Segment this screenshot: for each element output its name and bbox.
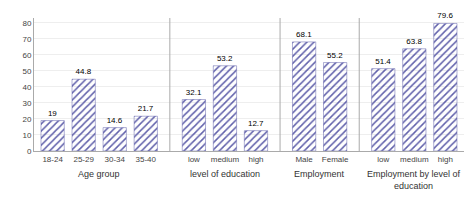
svg-text:40: 40 xyxy=(22,83,31,92)
svg-text:70: 70 xyxy=(22,35,31,44)
svg-text:medium: medium xyxy=(211,155,240,164)
svg-text:32.1: 32.1 xyxy=(186,88,202,97)
svg-text:level of education: level of education xyxy=(190,169,260,179)
svg-text:Male: Male xyxy=(295,155,313,164)
svg-text:12.7: 12.7 xyxy=(248,119,264,128)
svg-text:Employment: Employment xyxy=(294,169,345,179)
svg-text:20: 20 xyxy=(22,115,31,124)
svg-text:25-29: 25-29 xyxy=(73,155,94,164)
svg-text:63.8: 63.8 xyxy=(406,37,422,46)
svg-text:68.1: 68.1 xyxy=(296,30,312,39)
svg-text:44.8: 44.8 xyxy=(76,67,92,76)
svg-text:Female: Female xyxy=(322,155,349,164)
svg-text:Age group: Age group xyxy=(78,169,120,179)
svg-text:79.6: 79.6 xyxy=(437,11,453,20)
svg-text:high: high xyxy=(248,155,263,164)
svg-text:14.6: 14.6 xyxy=(107,116,123,125)
svg-text:10: 10 xyxy=(22,131,31,140)
svg-text:low: low xyxy=(188,155,200,164)
svg-text:Employment by level ofeducatio: Employment by level ofeducation xyxy=(367,169,461,191)
svg-text:18-24: 18-24 xyxy=(42,155,63,164)
svg-text:80: 80 xyxy=(22,19,31,28)
svg-text:60: 60 xyxy=(22,51,31,60)
svg-text:19: 19 xyxy=(48,109,57,118)
svg-text:53.2: 53.2 xyxy=(217,54,233,63)
svg-text:55.2: 55.2 xyxy=(327,51,343,60)
svg-text:50: 50 xyxy=(22,67,31,76)
svg-text:30: 30 xyxy=(22,99,31,108)
svg-text:35-40: 35-40 xyxy=(136,155,157,164)
svg-text:0: 0 xyxy=(27,147,32,156)
svg-text:51.4: 51.4 xyxy=(375,57,391,66)
svg-text:high: high xyxy=(438,155,453,164)
svg-text:low: low xyxy=(377,155,389,164)
svg-text:medium: medium xyxy=(400,155,429,164)
svg-text:21.7: 21.7 xyxy=(138,104,154,113)
svg-text:30-34: 30-34 xyxy=(104,155,125,164)
